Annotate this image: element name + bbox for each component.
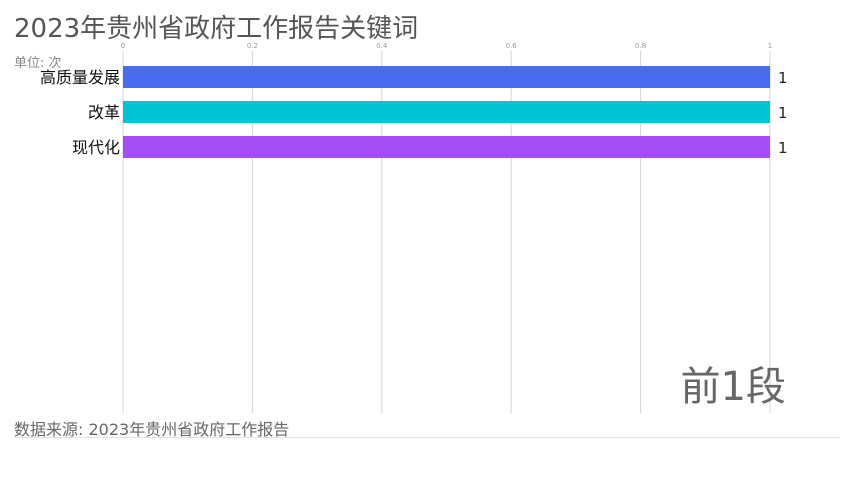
x-tick-label: 1 [768,42,772,50]
stage-label: 前1段 [680,364,786,410]
chart-title: 2023年贵州省政府工作报告关键词 [14,14,419,44]
data-label: 1 [778,69,788,87]
data-label: 1 [778,104,788,122]
bar [123,136,770,158]
category-label: 高质量发展 [40,68,120,87]
unit-label: 单位: 次 [14,56,62,71]
x-tick-label: 0.2 [247,42,258,50]
x-tick-label: 0.4 [376,42,388,50]
x-tick-label: 0 [121,42,125,50]
bar [123,66,770,88]
data-label: 1 [778,139,788,157]
category-label: 改革 [88,103,120,122]
x-tick-label: 0.8 [635,42,646,50]
category-label: 现代化 [72,138,120,157]
bar [123,101,770,123]
source-label: 数据来源: 2023年贵州省政府工作报告 [14,420,290,439]
source-divider [14,437,840,438]
x-tick-label: 0.6 [506,42,518,50]
